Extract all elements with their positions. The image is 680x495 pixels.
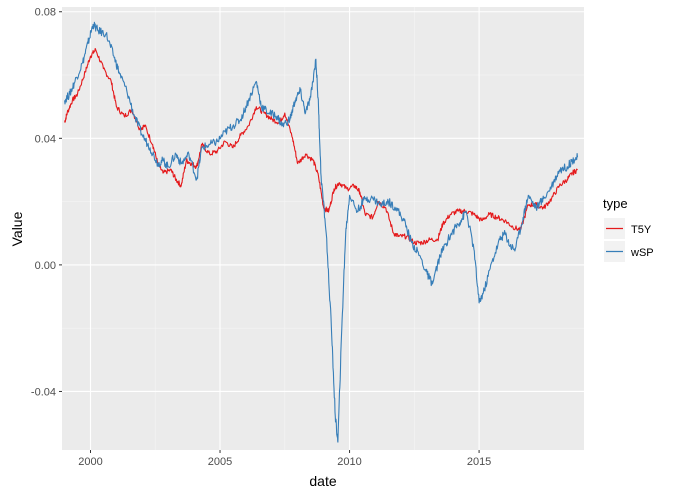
series-layer bbox=[64, 21, 579, 443]
y-axis: -0.04 0.00 0.04 0.08 bbox=[31, 7, 62, 398]
y-tick-label: 0.08 bbox=[35, 7, 56, 19]
major-gridlines bbox=[62, 7, 584, 450]
plot-panel bbox=[62, 7, 584, 450]
series-line-t5y bbox=[64, 47, 578, 246]
legend-items: T5Y wSP bbox=[604, 218, 654, 262]
y-axis-title: Value bbox=[9, 211, 25, 246]
y-tick-label: 0.00 bbox=[35, 260, 56, 272]
x-axis-title: date bbox=[309, 473, 336, 489]
legend-label-t5y: T5Y bbox=[631, 224, 652, 236]
series-line-wsp bbox=[64, 21, 579, 443]
legend-label-wsp: wSP bbox=[630, 247, 654, 259]
x-axis: 2000 2005 2010 2015 bbox=[78, 450, 491, 468]
legend-title: type bbox=[603, 196, 628, 211]
x-tick-label: 2005 bbox=[208, 456, 232, 468]
y-tick-label: -0.04 bbox=[31, 386, 56, 398]
x-tick-label: 2000 bbox=[78, 456, 102, 468]
legend: type T5Y wSP bbox=[603, 196, 654, 262]
y-tick-label: 0.04 bbox=[35, 133, 56, 145]
x-tick-label: 2015 bbox=[467, 456, 491, 468]
x-tick-label: 2010 bbox=[337, 456, 361, 468]
